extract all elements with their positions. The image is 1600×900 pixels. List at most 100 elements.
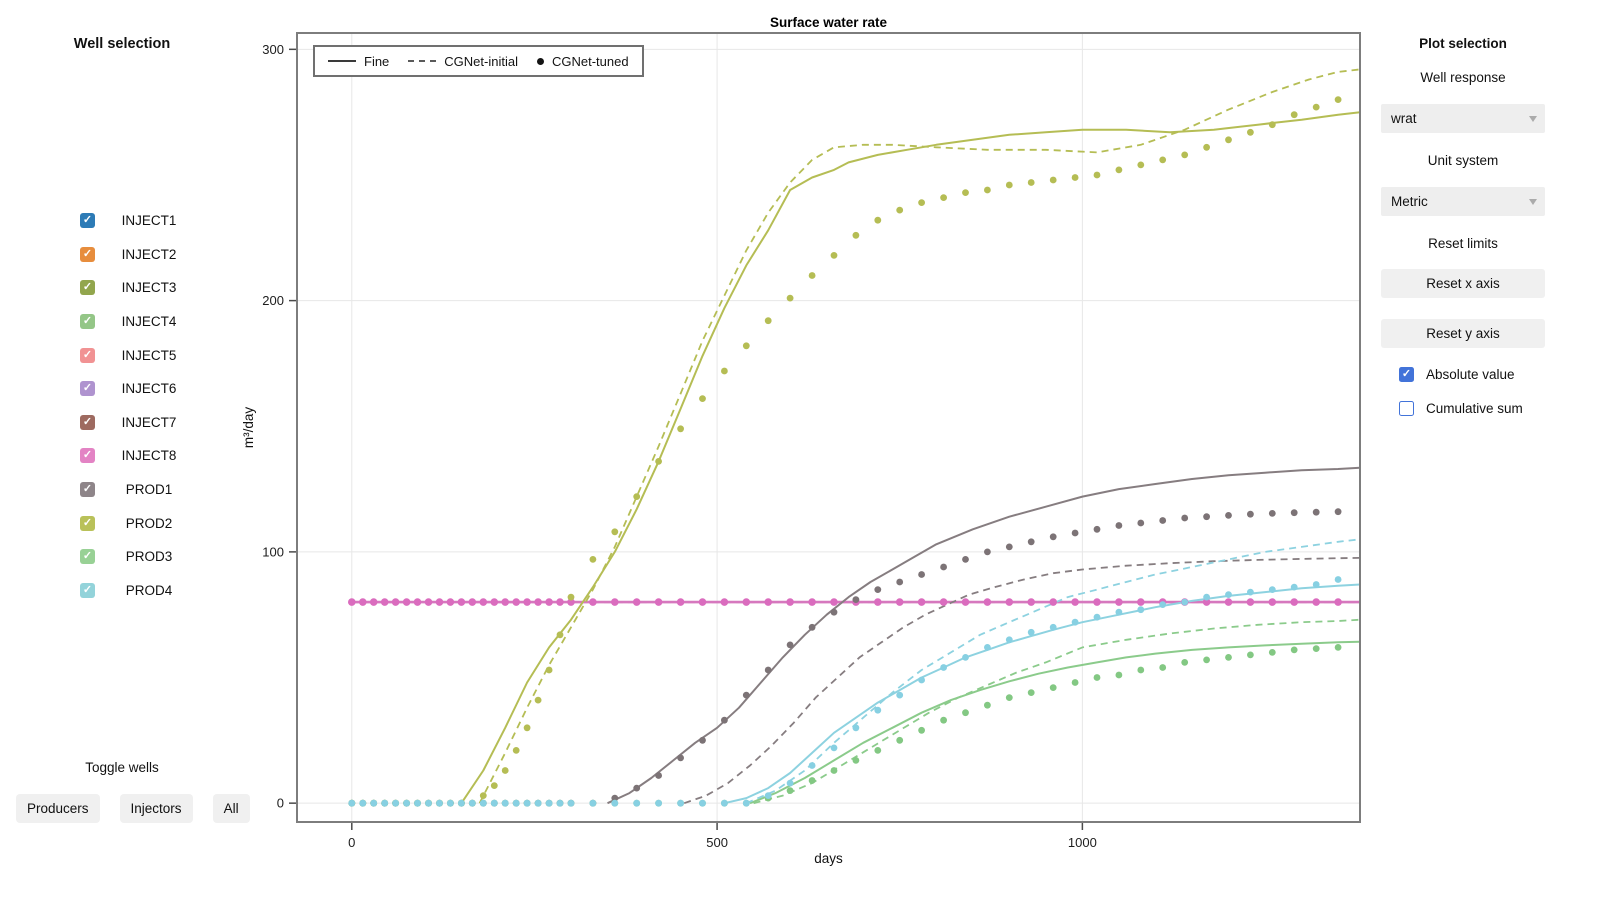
well-checkbox-inject3[interactable]: ✓ xyxy=(80,280,95,296)
toggle-wells-label: Toggle wells xyxy=(85,760,159,775)
well-row-prod4: ✓ PROD4 xyxy=(0,574,244,608)
reset-y-axis-button[interactable]: Reset y axis xyxy=(1381,319,1545,348)
series-PROD2-fine xyxy=(460,111,1361,804)
well-row-inject8: ✓ INJECT8 xyxy=(0,439,244,473)
well-response-value: wrat xyxy=(1391,111,1417,126)
chevron-down-icon xyxy=(1529,199,1537,205)
series-PROD3-fine xyxy=(749,640,1361,805)
well-checkbox-prod3[interactable]: ✓ xyxy=(80,549,95,565)
dashed-line-glyph xyxy=(408,60,437,62)
well-checkbox-inject1[interactable]: ✓ xyxy=(80,213,95,229)
well-label: INJECT4 xyxy=(121,314,177,330)
series-PROD4-tuned xyxy=(348,576,1342,807)
well-checkbox-inject6[interactable]: ✓ xyxy=(80,381,95,397)
x-axis-label: days xyxy=(814,851,843,866)
series-PROD4-initial xyxy=(745,538,1361,805)
legend-item-cgnet-tuned: CGNet-tuned xyxy=(536,53,629,69)
check-icon: ✓ xyxy=(82,415,93,428)
well-row-inject1: ✓ INJECT1 xyxy=(0,204,244,238)
well-label: INJECT6 xyxy=(121,381,177,397)
series-INJECT8-tuned xyxy=(348,598,1342,606)
series-PROD1-tuned xyxy=(348,508,1342,807)
check-icon: ✓ xyxy=(1401,368,1412,380)
chart-legend: Fine CGNet-initial CGNet-tuned xyxy=(313,45,644,77)
series-PROD2-tuned xyxy=(348,96,1342,807)
plot-border xyxy=(296,32,1361,823)
well-checkbox-inject8[interactable]: ✓ xyxy=(80,448,95,464)
well-checkbox-prod4[interactable]: ✓ xyxy=(80,582,95,598)
absolute-value-checkbox[interactable]: ✓ xyxy=(1399,367,1414,382)
well-label: PROD4 xyxy=(125,582,173,598)
check-icon: ✓ xyxy=(82,583,93,596)
y-axis-label: m³/day xyxy=(241,407,256,449)
absolute-value-label: Absolute value xyxy=(1426,367,1515,382)
series-PROD4-fine xyxy=(724,583,1361,805)
legend-label-cgnet-tuned: CGNet-tuned xyxy=(551,53,629,69)
chart-title: Surface water rate xyxy=(770,15,888,30)
reset-limits-label: Reset limits xyxy=(1428,236,1498,251)
injectors-button[interactable]: Injectors xyxy=(119,794,193,823)
cumulative-sum-row: Cumulative sum xyxy=(1399,401,1523,416)
cumulative-sum-checkbox[interactable] xyxy=(1399,401,1414,416)
well-selection-panel: Well selection ✓ INJECT1 ✓ INJECT2 ✓ INJECT3 ✓… xyxy=(0,0,297,900)
well-row-inject2: ✓ INJECT2 xyxy=(0,238,244,272)
check-icon: ✓ xyxy=(82,247,93,260)
x-tick-label: 1000 xyxy=(1068,835,1097,850)
well-label: INJECT8 xyxy=(121,448,177,464)
well-label: PROD2 xyxy=(125,515,173,531)
well-label: PROD1 xyxy=(125,482,173,498)
producers-button[interactable]: Producers xyxy=(16,794,100,823)
well-row-inject5: ✓ INJECT5 xyxy=(0,338,244,372)
chevron-down-icon xyxy=(1529,116,1537,122)
well-checkbox-inject7[interactable]: ✓ xyxy=(80,414,95,430)
well-label: INJECT3 xyxy=(121,280,177,296)
check-icon: ✓ xyxy=(82,516,93,529)
legend-label-fine: Fine xyxy=(364,53,390,69)
x-tick-label: 0 xyxy=(348,835,355,850)
well-row-inject4: ✓ INJECT4 xyxy=(0,305,244,339)
y-tick-label: 0 xyxy=(277,796,284,811)
well-checkbox-inject5[interactable]: ✓ xyxy=(80,347,95,363)
check-icon: ✓ xyxy=(82,550,93,563)
series-PROD1-initial xyxy=(683,557,1361,805)
check-icon: ✓ xyxy=(82,315,93,328)
toggle-wells-buttons: Producers Injectors All xyxy=(16,794,250,823)
well-label: INJECT1 xyxy=(121,213,177,229)
y-tick-label: 200 xyxy=(262,293,284,308)
check-icon: ✓ xyxy=(82,281,93,294)
series-PROD2-initial xyxy=(478,68,1361,804)
well-row-inject3: ✓ INJECT3 xyxy=(0,271,244,305)
unit-system-value: Metric xyxy=(1391,194,1428,209)
check-icon: ✓ xyxy=(82,214,93,227)
solid-line-glyph xyxy=(328,60,356,62)
well-checkbox-inject2[interactable]: ✓ xyxy=(80,246,95,262)
plot-selection-panel: Plot selection Well response wrat Unit s… xyxy=(1380,0,1546,900)
series-PROD3-initial xyxy=(753,618,1361,805)
all-button[interactable]: All xyxy=(212,794,250,823)
well-checkbox-prod1[interactable]: ✓ xyxy=(80,482,95,498)
check-icon: ✓ xyxy=(82,483,93,496)
well-checkbox-inject4[interactable]: ✓ xyxy=(80,314,95,330)
unit-system-dropdown[interactable]: Metric xyxy=(1381,187,1545,216)
well-row-prod2: ✓ PROD2 xyxy=(0,506,244,540)
legend-label-cgnet-initial: CGNet-initial xyxy=(444,53,518,69)
well-list: ✓ INJECT1 ✓ INJECT2 ✓ INJECT3 ✓ INJECT4 ✓ INJECT5… xyxy=(0,204,244,607)
plot-selection-title: Plot selection xyxy=(1419,36,1507,51)
check-icon: ✓ xyxy=(82,382,93,395)
check-icon: ✓ xyxy=(82,348,93,361)
series-PROD1-fine xyxy=(607,466,1361,805)
unit-system-label: Unit system xyxy=(1427,153,1499,168)
well-row-prod1: ✓ PROD1 xyxy=(0,473,244,507)
well-selection-title: Well selection xyxy=(73,36,171,52)
well-label: INJECT7 xyxy=(121,414,177,430)
reset-x-axis-button[interactable]: Reset x axis xyxy=(1381,269,1545,298)
well-response-dropdown[interactable]: wrat xyxy=(1381,104,1545,133)
cumulative-sum-label: Cumulative sum xyxy=(1426,401,1523,416)
well-checkbox-prod2[interactable]: ✓ xyxy=(80,515,95,531)
well-label: INJECT5 xyxy=(121,347,177,363)
y-tick-label: 300 xyxy=(262,42,284,57)
well-label: INJECT2 xyxy=(121,246,177,262)
well-row-inject7: ✓ INJECT7 xyxy=(0,406,244,440)
